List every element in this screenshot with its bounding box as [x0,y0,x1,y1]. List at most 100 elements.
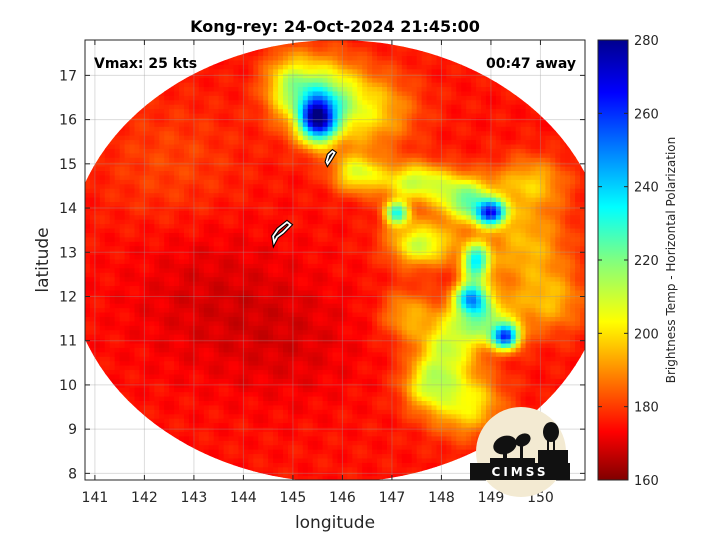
heatmap-cell [94,263,101,269]
heatmap-cell [307,40,314,43]
heatmap-cell [124,236,131,242]
heatmap-cell [307,267,314,273]
heatmap-cell [302,121,309,127]
heatmap-cell [85,227,91,233]
heatmap-cell [263,365,269,371]
heatmap-cell [253,440,259,446]
heatmap-cell [129,170,136,176]
heatmap-cell [263,95,269,101]
heatmap-cell [174,285,180,291]
heatmap-cell [188,223,195,229]
heatmap-cell [317,431,324,437]
heatmap-cell [124,174,131,180]
heatmap-cell [273,241,279,247]
heatmap-cell [149,294,155,300]
heatmap-cell [149,205,155,211]
heatmap-cell [287,285,294,291]
heatmap-cell [322,148,329,154]
heatmap-cell [312,55,319,61]
heatmap-cell [129,311,136,317]
heatmap-cell [94,356,101,362]
heatmap-cell [327,219,334,225]
heatmap-cell [253,311,259,317]
heatmap-cell [312,170,319,176]
heatmap-cell [322,86,329,92]
heatmap-cell [208,126,215,132]
heatmap-cell [268,307,274,313]
heatmap-cell [188,303,195,309]
heatmap-cell [164,382,170,388]
heatmap-cell [322,40,329,43]
heatmap-cell [283,373,289,379]
heatmap-cell [278,170,284,176]
heatmap-cell [94,267,101,273]
heatmap-cell [119,161,126,167]
heatmap-cell [228,135,235,141]
heatmap-cell [297,55,304,61]
heatmap-cell [283,42,289,48]
heatmap-cell [159,108,165,114]
heatmap-cell [89,241,96,247]
heatmap-cell [198,316,205,322]
heatmap-cell [198,254,205,260]
heatmap-cell [283,108,289,114]
heatmap-cell [109,307,116,313]
heatmap-cell [169,86,175,92]
heatmap-cell [188,219,195,225]
heatmap-cell [317,382,324,388]
heatmap-cell [184,440,190,446]
heatmap-cell [273,285,279,291]
heatmap-cell [228,285,235,291]
heatmap-cell [104,311,111,317]
heatmap-cell [174,387,180,393]
heatmap-cell [233,373,240,379]
heatmap-cell [283,281,289,287]
heatmap-cell [243,55,249,61]
heatmap-cell [124,166,131,172]
heatmap-cell [139,117,146,123]
heatmap-cell [213,205,220,211]
heatmap-cell [139,161,146,167]
heatmap-cell [218,183,225,189]
heatmap-cell [263,126,269,132]
heatmap-cell [139,303,146,309]
heatmap-cell [283,422,289,428]
heatmap-cell [253,236,259,242]
heatmap-cell [238,294,245,300]
heatmap-cell [233,440,240,446]
heatmap-cell [302,223,309,229]
heatmap-cell [124,311,131,317]
heatmap-cell [109,157,116,163]
heatmap-cell [327,73,334,79]
heatmap-cell [292,152,299,158]
heatmap-cell [317,316,324,322]
heatmap-cell [268,161,274,167]
heatmap-cell [228,449,235,455]
heatmap-cell [233,121,240,127]
heatmap-cell [243,219,249,225]
heatmap-cell [213,303,220,309]
heatmap-cell [208,139,215,145]
heatmap-cell [297,46,304,52]
heatmap-cell [188,254,195,260]
heatmap-cell [94,183,101,189]
heatmap-cell [233,294,240,300]
heatmap-cell [283,395,289,401]
heatmap-cell [159,272,165,278]
heatmap-cell [228,143,235,149]
heatmap-cell [213,387,220,393]
heatmap-cell [144,356,150,362]
heatmap-cell [327,179,334,185]
heatmap-cell [287,205,294,211]
heatmap-cell [292,188,299,194]
heatmap-cell [213,329,220,335]
heatmap-cell [233,444,240,450]
heatmap-cell [243,174,249,180]
heatmap-cell [104,201,111,207]
heatmap-cell [198,276,205,282]
heatmap-cell [218,311,225,317]
heatmap-cell [104,219,111,225]
heatmap-cell [287,413,294,419]
heatmap-cell [174,201,180,207]
heatmap-cell [188,95,195,101]
